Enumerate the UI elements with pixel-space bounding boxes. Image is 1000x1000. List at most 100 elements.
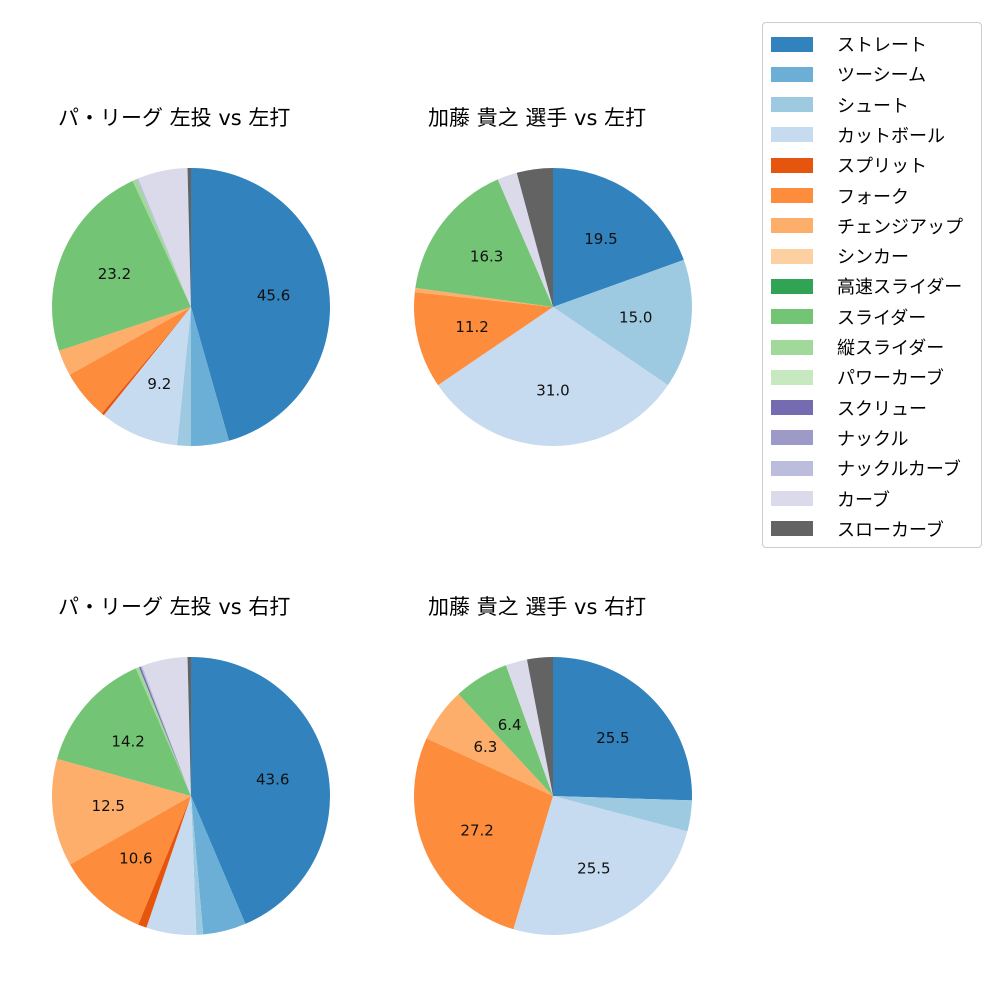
pie-slice <box>414 287 553 307</box>
legend-item: スローカーブ <box>771 517 944 541</box>
pie-slice <box>142 657 191 796</box>
legend-label: カットボール <box>837 125 945 147</box>
slice-value-label: 10.6 <box>119 850 152 868</box>
pie-slice <box>191 796 204 935</box>
legend-item: チェンジアップ <box>771 214 963 238</box>
pie-slice <box>553 259 692 386</box>
slice-value-label: 19.5 <box>584 230 617 248</box>
chart-title: 加藤 貴之 選手 vs 右打 <box>428 595 647 619</box>
legend-label: フォーク <box>837 186 909 208</box>
slice-value-label: 6.4 <box>498 716 522 734</box>
chart-title: パ・リーグ 左投 vs 左打 <box>58 106 291 130</box>
legend-swatch <box>771 66 813 82</box>
slice-value-label: 12.5 <box>92 797 125 815</box>
legend-item: スプリット <box>771 153 927 177</box>
legend-label: スクリュー <box>837 398 927 420</box>
pie-slice <box>59 307 191 375</box>
pie-slice <box>553 657 692 801</box>
pie-slice <box>177 307 191 446</box>
legend-swatch <box>771 309 813 325</box>
pie-slice <box>191 307 229 446</box>
pie-slice <box>505 659 553 796</box>
legend-item: シュート <box>771 93 909 117</box>
pie-slice <box>135 667 191 796</box>
slice-value-label: 14.2 <box>111 732 144 750</box>
legend-swatch <box>771 97 813 113</box>
legend-label: ストレート <box>837 35 927 56</box>
pie-chart: 45.6 9.2 23.2 <box>52 168 331 446</box>
pie-slice <box>103 307 191 446</box>
legend-label: シンカー <box>837 247 909 269</box>
legend-label: パワーカーブ <box>837 368 944 390</box>
legend-label: ナックルカーブ <box>837 459 961 481</box>
slice-value-label: 15.0 <box>619 308 652 326</box>
legend-item: 縦スライダー <box>771 335 944 359</box>
legend-swatch <box>771 430 813 446</box>
pie-slice <box>414 738 553 930</box>
pie-slice <box>132 179 191 307</box>
slice-value-label: 11.2 <box>455 318 488 336</box>
chart-title: パ・リーグ 左投 vs 右打 <box>58 595 291 619</box>
pie-slice <box>426 694 553 796</box>
pie-slice <box>52 180 191 351</box>
slice-value-label: 25.5 <box>596 729 629 747</box>
pie-slice <box>497 172 553 307</box>
pie-slice <box>415 179 553 307</box>
pie-slice <box>138 168 191 307</box>
legend-label: ナックル <box>837 428 909 450</box>
pie-slice <box>187 168 191 307</box>
pie-slice <box>191 168 331 441</box>
slice-value-label: 31.0 <box>536 381 569 399</box>
legend-item: ストレート <box>771 32 927 56</box>
legend-swatch <box>771 157 813 173</box>
legend-item: 高速スライダー <box>771 274 962 298</box>
legend-swatch <box>771 218 813 234</box>
legend-swatch <box>771 369 813 385</box>
legend-label: スローカーブ <box>837 519 944 541</box>
pie-slice <box>414 292 553 386</box>
legend: ストレート ツーシーム シュート カットボール スプリット フォーク チェンジア… <box>762 22 982 548</box>
slice-value-label: 27.2 <box>460 822 493 840</box>
pie-slice <box>139 666 191 796</box>
legend-swatch <box>771 460 813 476</box>
legend-swatch <box>771 400 813 416</box>
pie-slice <box>516 168 553 307</box>
legend-swatch <box>771 278 813 294</box>
legend-item: シンカー <box>771 244 909 268</box>
legend-label: カーブ <box>837 489 890 511</box>
pie-slice <box>57 668 191 796</box>
slice-value-label: 9.2 <box>147 375 171 393</box>
legend-label: シュート <box>837 95 909 117</box>
legend-label: 縦スライダー <box>837 338 945 359</box>
pie-slice <box>146 796 197 935</box>
pie-chart: 19.5 15.0 31.0 11.2 16.3 <box>414 168 692 446</box>
legend-label: 高速スライダー <box>837 277 963 299</box>
legend-swatch <box>771 248 813 264</box>
legend-item: ツーシーム <box>771 62 926 86</box>
legend-item: ナックルカーブ <box>771 456 961 480</box>
legend-swatch <box>771 188 813 203</box>
pie-chart: 25.5 25.5 27.2 6.36.4 <box>414 657 692 935</box>
legend-item: スクリュー <box>771 396 927 420</box>
legend-item: ナックル <box>771 426 908 450</box>
pie-slice <box>136 178 191 307</box>
pie-slice <box>69 307 191 414</box>
pie-slice <box>191 796 246 935</box>
pie-slice <box>438 307 668 446</box>
chart-title: 加藤 貴之 選手 vs 左打 <box>428 106 647 130</box>
pie-slice <box>553 168 684 307</box>
slice-value-label: 43.6 <box>256 770 289 788</box>
pie-slice <box>101 307 191 416</box>
legend-item: カットボール <box>771 123 945 147</box>
legend-item: フォーク <box>771 184 909 208</box>
pie-slice <box>140 665 191 796</box>
pie-slice <box>458 665 553 796</box>
legend-item: パワーカーブ <box>771 365 944 389</box>
pie-chart: 43.6 10.6 12.5 14.2 <box>52 657 330 935</box>
legend-swatch <box>771 36 813 52</box>
legend-label: チェンジアップ <box>837 216 963 238</box>
pie-slice <box>187 657 191 796</box>
legend-item: スライダー <box>771 305 926 329</box>
legend-item: カーブ <box>771 487 890 511</box>
pie-slice <box>553 796 692 832</box>
